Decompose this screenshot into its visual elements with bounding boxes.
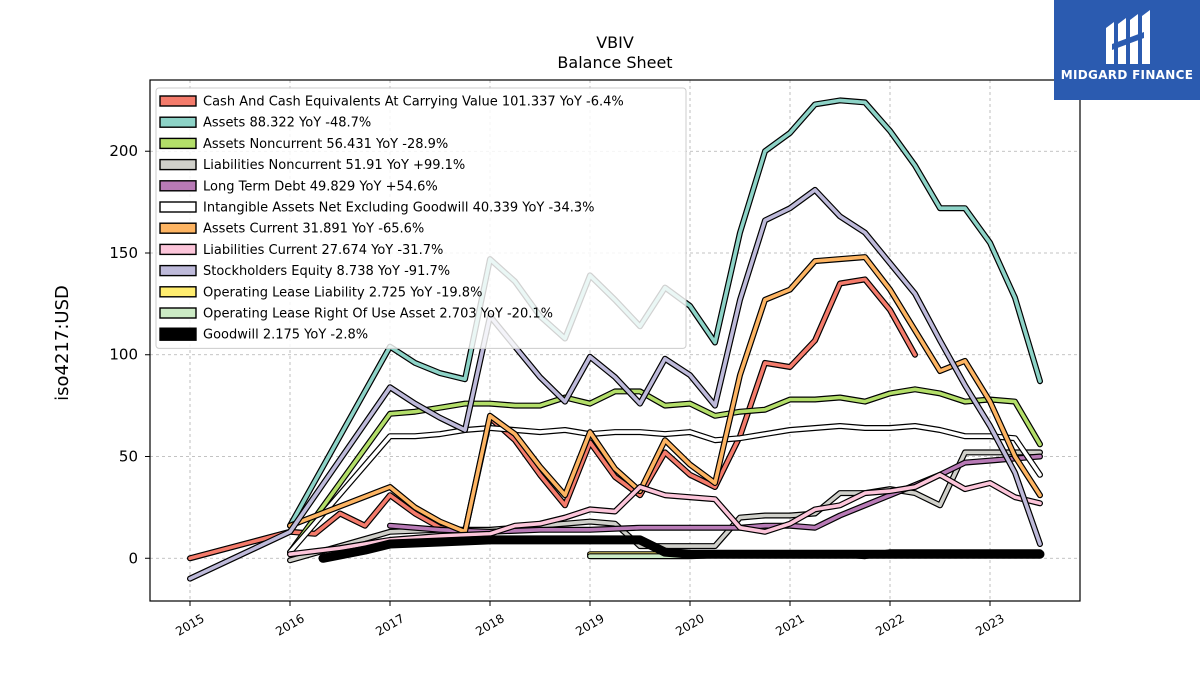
legend-label: Goodwill 2.175 YoY -2.8% xyxy=(203,328,368,343)
legend-label: Assets Noncurrent 56.431 YoY -28.9% xyxy=(203,137,448,152)
series-outline-11 xyxy=(318,535,1045,563)
x-tick-label: 2019 xyxy=(573,611,606,638)
chart-title: VBIV xyxy=(596,33,634,52)
y-tick-label: 150 xyxy=(109,244,138,262)
x-tick-label: 2017 xyxy=(373,611,406,638)
legend-swatch xyxy=(159,264,197,277)
series-line-6 xyxy=(288,255,1042,534)
legend-label: Assets Current 31.891 YoY -65.6% xyxy=(203,222,424,237)
legend: Cash And Cash Equivalents At Carrying Va… xyxy=(155,87,687,349)
x-tick-label: 2020 xyxy=(673,611,706,638)
x-tick-label: 2023 xyxy=(973,611,1006,638)
legend-swatch xyxy=(159,201,197,213)
series-lines xyxy=(187,97,1045,582)
legend-label: Cash And Cash Equivalents At Carrying Va… xyxy=(203,95,624,110)
series-line-8 xyxy=(188,188,1042,581)
x-tick-label: 2015 xyxy=(173,611,206,638)
y-tick-label: 200 xyxy=(109,142,138,160)
midgard-logo-icon xyxy=(1106,10,1150,64)
legend-label: Operating Lease Liability 2.725 YoY -19.… xyxy=(203,285,482,300)
legend-swatch xyxy=(159,180,197,192)
legend-label: Liabilities Current 27.674 YoY -31.7% xyxy=(203,243,443,258)
x-tick-label: 2022 xyxy=(873,611,906,638)
legend-swatch xyxy=(159,327,197,341)
series-line-7 xyxy=(288,472,1042,557)
legend-swatch xyxy=(159,116,197,128)
legend-swatch xyxy=(159,137,197,150)
legend-swatch xyxy=(159,307,197,319)
legend-box xyxy=(155,87,687,349)
legend-label: Operating Lease Right Of Use Asset 2.703… xyxy=(203,307,553,322)
y-tick-label: 0 xyxy=(128,549,138,567)
y-tick-label: 50 xyxy=(119,448,138,466)
brand-logo: MIDGARD FINANCE xyxy=(1054,0,1200,100)
x-tick-label: 2021 xyxy=(773,611,806,638)
x-tick-label: 2016 xyxy=(273,611,306,638)
legend-label: Long Term Debt 49.829 YoY +54.6% xyxy=(203,179,438,194)
plot-frame xyxy=(149,79,1081,602)
brand-name: MIDGARD FINANCE xyxy=(1060,68,1194,82)
legend-swatch xyxy=(159,158,197,171)
legend-label: Liabilities Noncurrent 51.91 YoY +99.1% xyxy=(203,158,465,173)
legend-swatch xyxy=(159,95,197,107)
x-tick-label: 2018 xyxy=(473,611,506,638)
series-line-2 xyxy=(288,387,1042,555)
legend-label: Intangible Assets Net Excluding Goodwill… xyxy=(203,201,594,216)
legend-label: Assets 88.322 YoY -48.7% xyxy=(203,116,371,131)
y-tick-label: 100 xyxy=(109,346,138,364)
legend-swatch xyxy=(159,286,197,298)
legend-swatch xyxy=(159,243,197,256)
legend-swatch xyxy=(159,222,197,234)
series-line-5 xyxy=(288,424,1042,555)
legend-label: Stockholders Equity 8.738 YoY -91.7% xyxy=(203,264,450,279)
y-axis-label: iso4217:USD xyxy=(52,285,73,401)
chart-subtitle: Balance Sheet xyxy=(557,53,672,72)
series-line-0 xyxy=(188,277,917,561)
